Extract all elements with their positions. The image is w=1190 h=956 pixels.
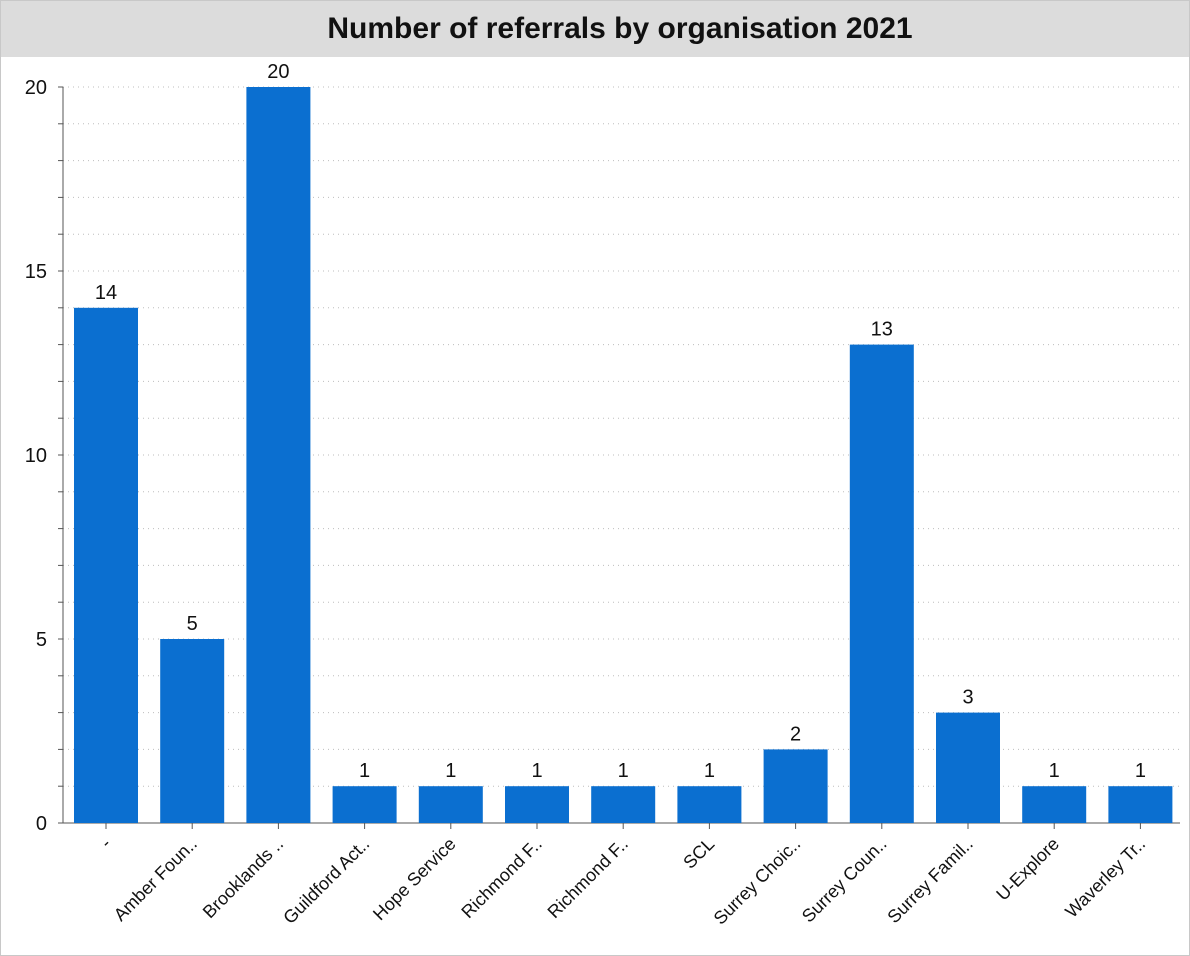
x-tick-label: Waverley Tr.. xyxy=(1061,834,1149,922)
data-label: 3 xyxy=(962,687,973,709)
x-tick-label: Guildford Act.. xyxy=(279,834,373,928)
bar xyxy=(936,712,1000,823)
data-label: 13 xyxy=(871,319,893,341)
bar xyxy=(246,87,311,823)
x-tick-label: - xyxy=(96,834,114,852)
chart-title: Number of referrals by organisation 2021 xyxy=(327,12,913,45)
x-tick-label: Richmond F.. xyxy=(457,834,545,922)
bar xyxy=(1022,786,1087,823)
data-label: 1 xyxy=(445,760,456,782)
y-tick-label: 15 xyxy=(25,261,47,283)
y-tick-label: 10 xyxy=(25,445,47,467)
bar xyxy=(849,344,914,823)
data-labels: 14 5 20 1 1 1 1 1 2 13 3 1 1 xyxy=(95,61,1146,782)
x-tick-label: Surrey Famil.. xyxy=(883,834,976,927)
x-tick-labels: -Amber Foun..Brooklands ..Guildford Act.… xyxy=(96,834,1149,929)
bar xyxy=(74,307,138,823)
x-tick-label: Richmond F.. xyxy=(544,834,632,922)
bar xyxy=(677,786,742,823)
bar xyxy=(1108,786,1173,823)
bar xyxy=(332,786,397,823)
bar xyxy=(418,786,483,823)
title-bar: Number of referrals by organisation 2021 xyxy=(1,1,1189,57)
data-label: 1 xyxy=(1135,760,1146,782)
x-tick-label: Surrey Coun.. xyxy=(798,834,891,927)
y-tick-labels: 0 5 10 15 20 xyxy=(25,77,47,835)
bars xyxy=(74,87,1173,823)
bar xyxy=(505,786,569,823)
data-label: 2 xyxy=(790,723,801,745)
x-tick-label: Amber Foun.. xyxy=(110,834,201,925)
x-tick-label: SCL xyxy=(679,834,718,873)
x-tick-label: Surrey Choic.. xyxy=(710,834,805,929)
data-label: 1 xyxy=(359,760,370,782)
x-tick-label: Brooklands .. xyxy=(199,834,287,922)
bar xyxy=(160,639,225,823)
x-tick-label: U-Explore xyxy=(992,834,1063,905)
gridlines xyxy=(63,86,1180,787)
y-tick-label: 5 xyxy=(36,629,47,651)
axes xyxy=(58,86,1180,829)
data-label: 1 xyxy=(531,760,542,782)
data-label: 1 xyxy=(704,760,715,782)
data-label: 20 xyxy=(267,61,289,83)
data-label: 14 xyxy=(95,282,117,304)
data-label: 1 xyxy=(618,760,629,782)
y-tick-label: 20 xyxy=(25,77,47,99)
data-label: 5 xyxy=(187,613,198,635)
data-label: 1 xyxy=(1049,760,1060,782)
bar xyxy=(591,786,656,823)
bar xyxy=(763,749,828,823)
x-tick-label: Hope Service xyxy=(369,834,460,925)
y-tick-label: 0 xyxy=(36,813,47,835)
